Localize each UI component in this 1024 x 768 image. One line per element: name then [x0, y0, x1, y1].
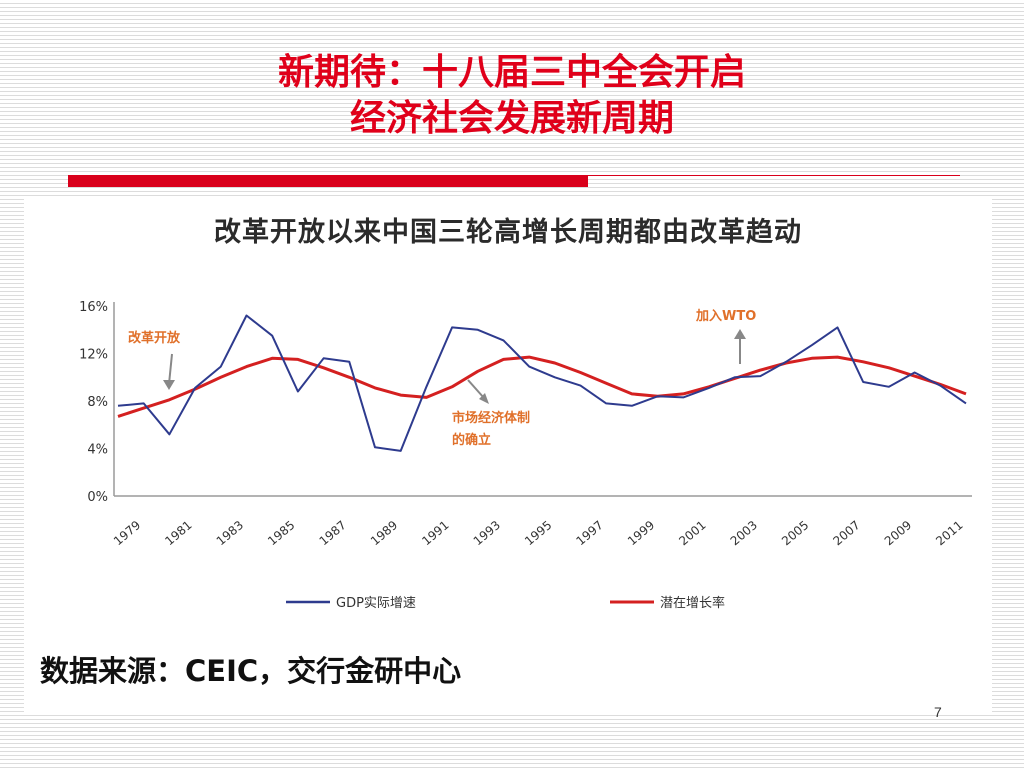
legend-label-gdp: GDP实际增速 — [336, 596, 416, 611]
page-number: 7 — [934, 704, 942, 720]
annotation-arrowhead — [734, 329, 746, 339]
annotation-market-economy-line2: 的确立 — [452, 432, 491, 448]
x-tick-label: 2001 — [676, 518, 708, 548]
y-tick-label: 12% — [79, 348, 108, 363]
gdp-growth-line — [117, 314, 967, 452]
potential-growth-line — [117, 355, 967, 418]
line-chart: 0% 4% 8% 12% 16% 1979 1981 1983 1985 1987 1989 1991… — [79, 300, 972, 611]
chart-figure: 改革开放以来中国三轮高增长周期都由改革趋动 0% 4% 8% 12% 16% 1979 19… — [24, 196, 992, 714]
x-tick-label: 2009 — [882, 518, 914, 548]
x-tick-label: 1999 — [625, 518, 657, 548]
x-tick-label: 1995 — [522, 518, 554, 548]
annotation-reform-opening: 改革开放 — [128, 330, 181, 346]
annotation-arrowhead — [479, 393, 489, 404]
x-tick-label: 2003 — [728, 518, 760, 548]
slide-title-line2: 经济社会发展新周期 — [349, 98, 674, 139]
chart-title: 改革开放以来中国三轮高增长周期都由改革趋动 — [214, 217, 802, 248]
y-tick-label: 4% — [87, 443, 108, 458]
annotation-join-wto: 加入WTO — [695, 309, 756, 324]
y-tick-label: 16% — [79, 300, 108, 315]
x-tick-label: 1985 — [265, 518, 297, 548]
x-tick-label: 2005 — [779, 518, 811, 548]
annotation-arrowhead — [163, 380, 175, 390]
x-tick-label: 2007 — [830, 518, 862, 548]
data-source: 数据来源：CEIC，交行金研中心 — [40, 654, 462, 688]
x-tick-label: 2011 — [933, 518, 965, 548]
annotation-arrow — [467, 379, 485, 399]
x-tick-label: 1987 — [317, 518, 349, 548]
y-tick-label: 8% — [87, 395, 108, 410]
x-tick-label: 1979 — [111, 518, 143, 548]
annotation-market-economy-line1: 市场经济体制 — [452, 410, 530, 426]
x-tick-label: 1991 — [419, 518, 451, 548]
title-underline-line — [588, 175, 960, 176]
x-tick-label: 1989 — [368, 518, 400, 548]
x-tick-label: 1997 — [573, 518, 605, 548]
annotation-arrow — [168, 353, 173, 385]
x-tick-label: 1981 — [162, 518, 194, 548]
legend-label-potential: 潜在增长率 — [660, 595, 725, 611]
x-tick-label: 1993 — [471, 518, 503, 548]
slide-title: 新期待：十八届三中全会开启 经济社会发展新周期 — [0, 50, 1024, 142]
y-tick-label: 0% — [87, 490, 108, 505]
slide-title-line1: 新期待：十八届三中全会开启 — [277, 52, 746, 93]
x-tick-label: 1983 — [214, 518, 246, 548]
title-underline-bar — [68, 175, 588, 187]
